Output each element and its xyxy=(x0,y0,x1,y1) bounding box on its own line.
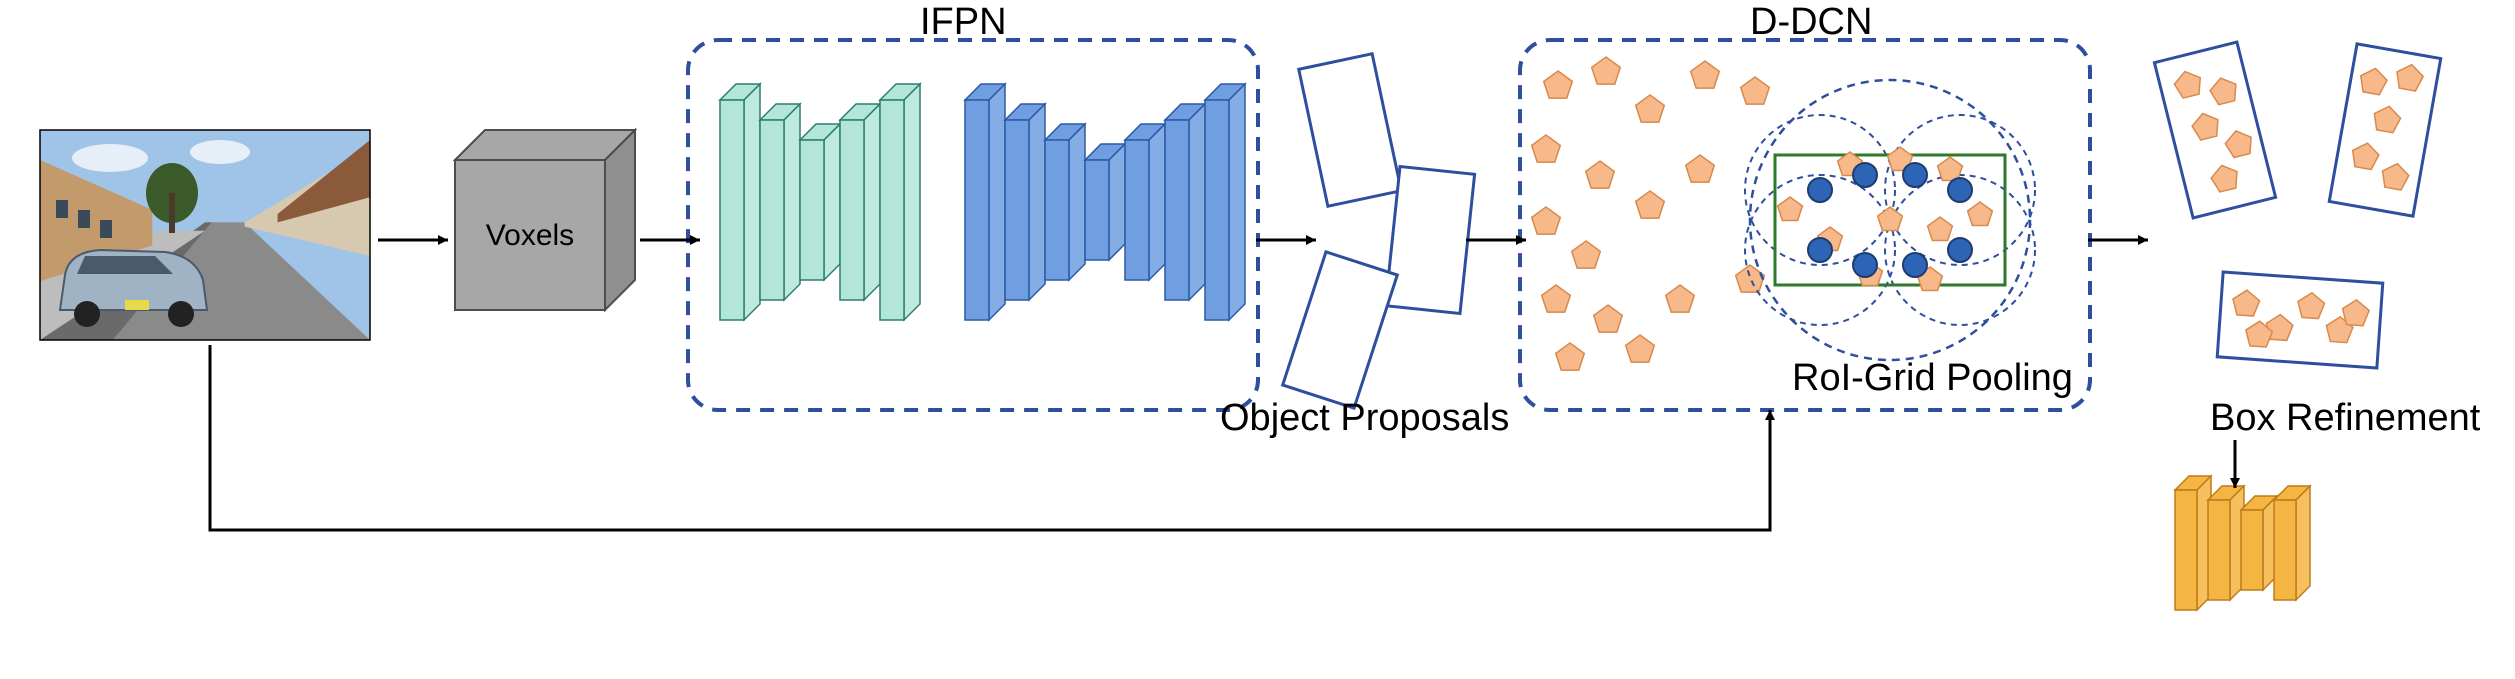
roi-grid-pooling xyxy=(1745,80,2035,360)
point-icon xyxy=(1928,217,1953,241)
voxels-label: Voxels xyxy=(486,219,574,252)
box-refinement-label: Box Refinement xyxy=(2210,397,2481,439)
point-icon xyxy=(1938,157,1963,181)
point-icon xyxy=(1636,191,1665,218)
diagram-canvas: Voxels IFPN D-DCN RoI-Grid Pooling Object Pr… xyxy=(0,0,2515,679)
point-icon xyxy=(1592,57,1621,84)
grid-dot xyxy=(1903,163,1927,187)
point-icon xyxy=(1686,155,1715,182)
point-icon xyxy=(1636,95,1665,122)
point-icon xyxy=(1594,305,1623,332)
point-icon xyxy=(1968,202,1993,226)
grid-dot xyxy=(1948,238,1972,262)
object-proposals xyxy=(1283,54,1475,408)
ifpn-decoder xyxy=(965,84,1245,320)
ifpn-label: IFPN xyxy=(920,1,1007,43)
refined-box-1 xyxy=(2329,44,2440,216)
refinement-net xyxy=(2175,476,2310,610)
ifpn-encoder xyxy=(720,84,920,320)
point-icon xyxy=(1878,207,1903,231)
grid-dot xyxy=(1948,178,1972,202)
point-icon xyxy=(1532,207,1561,234)
point-icon xyxy=(1778,197,1803,221)
proposal-box-2 xyxy=(1283,252,1398,408)
refined-box-0 xyxy=(2154,42,2275,218)
skip-arrow xyxy=(210,345,1770,530)
point-icon xyxy=(1532,135,1561,162)
point-icon xyxy=(1542,285,1571,312)
point-icon xyxy=(1736,265,1765,292)
point-icon xyxy=(1741,77,1770,104)
grid-dot xyxy=(1808,238,1832,262)
roi-label: RoI-Grid Pooling xyxy=(1792,357,2073,399)
grid-dot xyxy=(1808,178,1832,202)
refined-boxes xyxy=(2154,42,2440,368)
input-image xyxy=(40,130,370,340)
point-icon xyxy=(1691,61,1720,88)
object-proposals-label: Object Proposals xyxy=(1220,397,1509,439)
proposal-box-0 xyxy=(1299,54,1401,207)
point-icon xyxy=(1666,285,1695,312)
grid-dot xyxy=(1853,163,1877,187)
point-icon xyxy=(1556,343,1585,370)
point-icon xyxy=(1586,161,1615,188)
refined-box-2 xyxy=(2217,272,2383,368)
point-icon xyxy=(1626,335,1655,362)
ddcn-label: D-DCN xyxy=(1750,1,1872,43)
voxel-cube: Voxels xyxy=(455,130,635,310)
point-icon xyxy=(1572,241,1601,268)
proposal-box-1 xyxy=(1385,166,1474,313)
grid-dot xyxy=(1903,253,1927,277)
grid-dot xyxy=(1853,253,1877,277)
ddcn-contents xyxy=(1532,57,1770,370)
point-icon xyxy=(1544,71,1573,98)
